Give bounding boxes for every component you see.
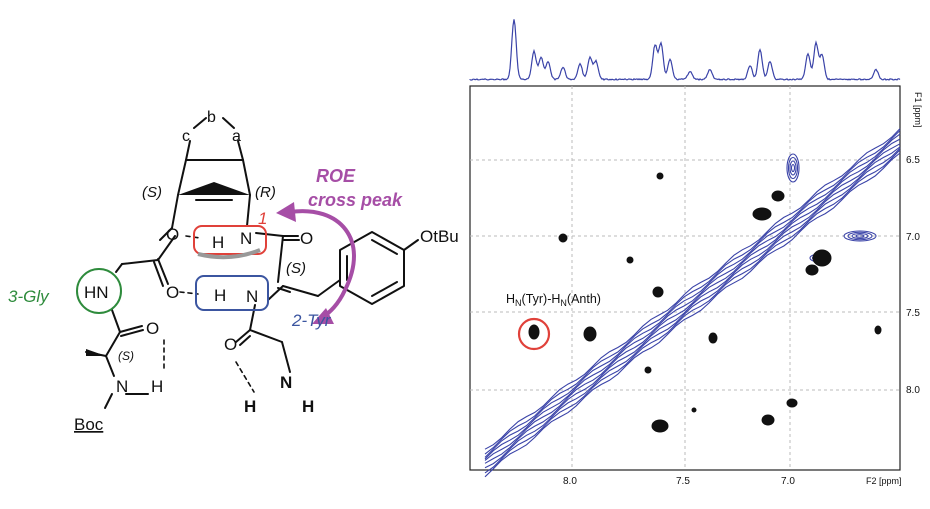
- atom-o-gly: O: [146, 319, 159, 338]
- cross-peak: [787, 399, 797, 407]
- cross-peak: [709, 333, 717, 343]
- f1-ticks: 6.5 7.0 7.5 8.0: [906, 155, 920, 396]
- atom-n-boc: N: [116, 377, 128, 396]
- atom-o-mid: O: [166, 283, 179, 302]
- cross-peak: [653, 287, 663, 297]
- ring-label-c: c: [182, 128, 190, 145]
- atom-h-tyr: H: [214, 286, 226, 305]
- cross-peak: [584, 327, 596, 341]
- f1-tick: 6.5: [906, 155, 920, 166]
- cross-peak: [645, 367, 651, 373]
- f2-axis-label: F2 [ppm]: [866, 476, 902, 486]
- atom-hn-gly: HN: [84, 283, 109, 302]
- hydrogen-bonds: [164, 236, 254, 392]
- cross-peak: [875, 326, 881, 334]
- f2-tick: 8.0: [563, 476, 577, 487]
- cross-peak: [692, 408, 696, 412]
- stereo-r1: (R): [255, 184, 276, 201]
- atom-boc: Boc: [74, 415, 104, 434]
- f1-tick: 7.0: [906, 232, 920, 243]
- label-1-anth: 1: [258, 209, 267, 228]
- cross-peak: [762, 415, 774, 425]
- structure-labels: b c a (S) (R) (S) (S) O O O O O HN N H N…: [8, 109, 459, 434]
- atom-h-amine2: H: [302, 397, 314, 416]
- f2-tick: 7.5: [676, 476, 690, 487]
- atom-o-top2: O: [300, 229, 313, 248]
- f2-tick: 7.0: [781, 476, 795, 487]
- projection-trace: [470, 19, 900, 80]
- atom-n-anth: N: [240, 229, 252, 248]
- cross-peak: [657, 173, 663, 179]
- f1-tick: 7.5: [906, 308, 920, 319]
- chemical-structure: [86, 118, 418, 408]
- cross-peak: [806, 265, 818, 275]
- cross-peak: [813, 250, 831, 266]
- atom-o-top1: O: [166, 225, 179, 244]
- f1-tick: 8.0: [906, 385, 920, 396]
- atom-n-tyr: N: [246, 287, 258, 306]
- stereo-s3: (S): [118, 349, 134, 363]
- label-2-tyr: 2-Tyr: [291, 311, 332, 330]
- atom-o-bottom: O: [224, 335, 237, 354]
- cross-peak: [559, 234, 567, 242]
- atom-h-boc: H: [151, 377, 163, 396]
- stereo-s1: (S): [142, 184, 162, 201]
- atom-h-anth: H: [212, 233, 224, 252]
- cross-peak: [772, 191, 784, 201]
- f2-ticks: 8.0 7.5 7.0: [563, 476, 795, 487]
- roe-label-line1: ROE: [316, 166, 356, 186]
- cross-peak: [627, 257, 633, 263]
- label-3-gly: 3-Gly: [8, 287, 50, 306]
- cross-peak: [529, 325, 539, 339]
- atom-otbu: OtBu: [420, 227, 459, 246]
- nmr-spectrum: HN(Tyr)-HN(Anth) 6.5 7.0 7.5 8.0 F1 [ppm…: [470, 19, 923, 487]
- roe-label-line2: cross peak: [308, 190, 403, 210]
- ring-label-a: a: [232, 128, 241, 145]
- atom-h-amine1: H: [244, 397, 256, 416]
- cross-peak: [753, 208, 771, 220]
- atom-n-amine: N: [280, 373, 292, 392]
- f1-axis-label: F1 [ppm]: [913, 92, 923, 128]
- ring-label-b: b: [207, 109, 216, 126]
- stereo-s2: (S): [286, 260, 306, 277]
- cross-peak: [652, 420, 668, 432]
